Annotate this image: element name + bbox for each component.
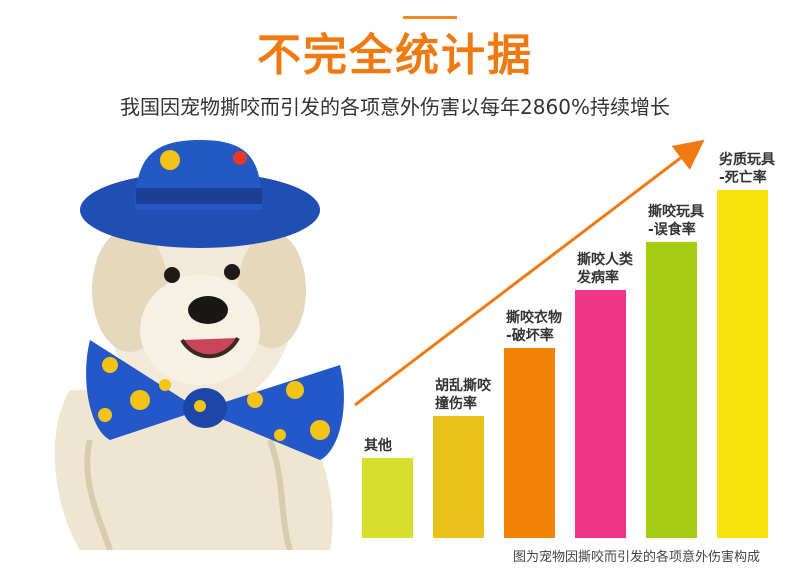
bar-1 xyxy=(362,458,413,538)
bar-5 xyxy=(646,242,697,538)
bar-label-6-line-1: 劣质玩具 xyxy=(719,151,775,168)
bar-4 xyxy=(575,290,626,538)
bar-label-1-line-1: 其他 xyxy=(364,437,392,454)
title-accent-line xyxy=(403,16,457,19)
bar-label-3-line-2: -破坏率 xyxy=(506,327,554,344)
bar-label-6-line-2: -死亡率 xyxy=(719,169,767,186)
page-title: 不完全统计据 xyxy=(257,30,533,81)
bar-label-5-line-1: 撕咬玩具 xyxy=(648,203,704,220)
bar-2 xyxy=(433,416,484,538)
bar-3 xyxy=(504,348,555,538)
bar-label-2-line-2: 撞伤率 xyxy=(435,395,477,412)
page-subtitle: 我国因宠物撕咬而引发的各项意外伤害以每年2860%持续增长 xyxy=(120,95,670,119)
bar-label-5-line-2: -误食率 xyxy=(648,221,696,238)
dog-with-hat-and-bowtie-image xyxy=(54,140,344,550)
bar-6 xyxy=(717,190,768,538)
growth-trend-arrow xyxy=(354,139,705,407)
bar-label-4-line-2: 发病率 xyxy=(576,269,619,286)
bar-label-2-line-1: 胡乱撕咬 xyxy=(435,377,492,394)
chart-caption: 图为宠物因撕咬而引发的各项意外伤害构成 xyxy=(512,550,760,565)
bar-label-4-line-1: 撕咬人类 xyxy=(577,251,634,268)
bar-label-3-line-1: 撕咬衣物 xyxy=(506,309,562,326)
